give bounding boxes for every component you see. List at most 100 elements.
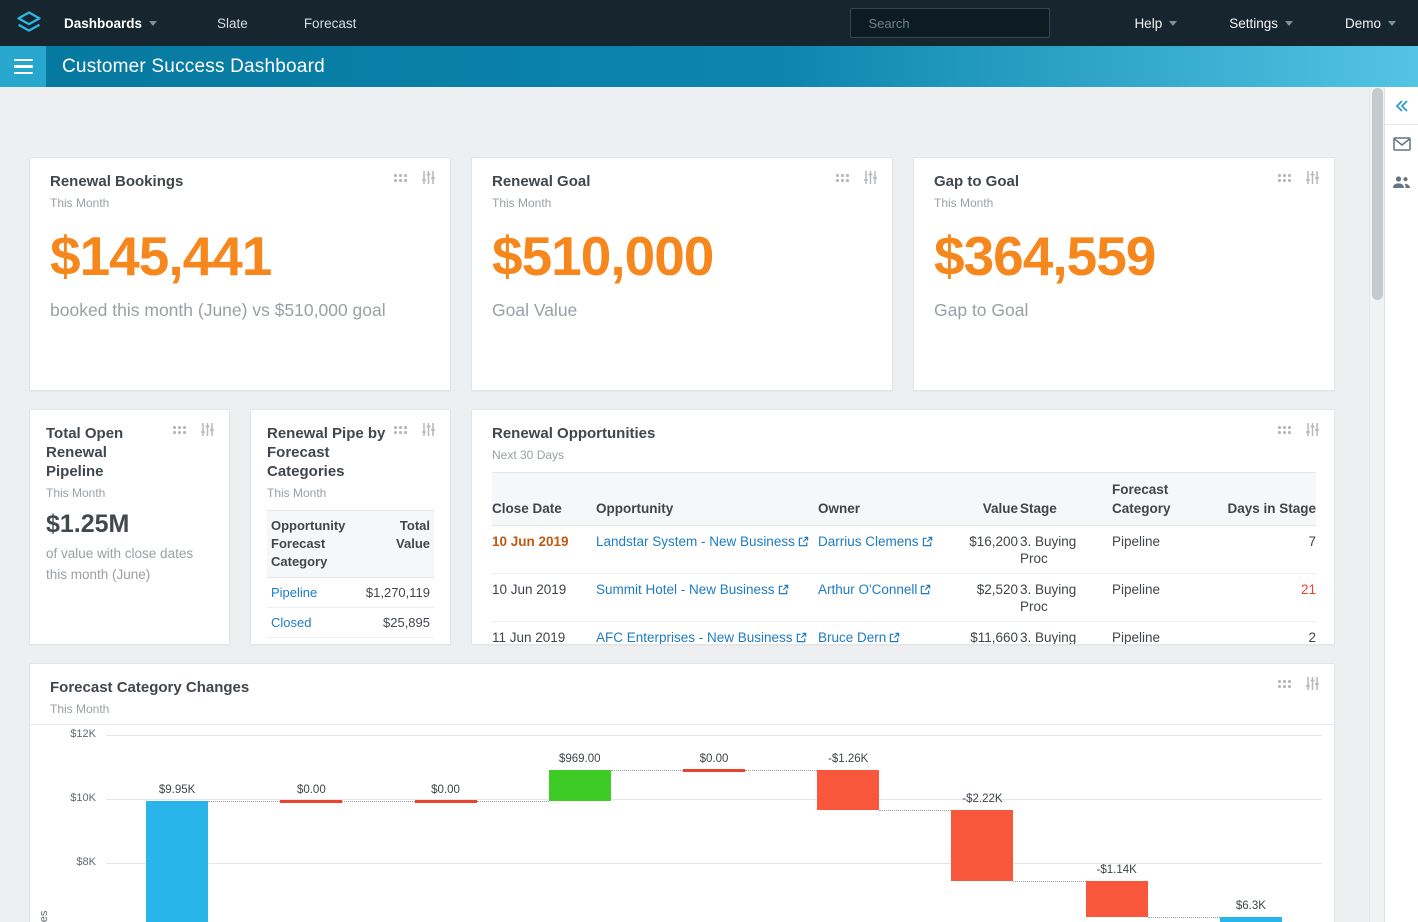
external-link-icon [798,536,809,547]
forecast-category: Pipeline [1112,525,1224,574]
card-renewal-goal: Renewal Goal This Month $510,000 Goal Va… [471,157,893,391]
opportunity-link[interactable]: Landstar System - New Business [596,534,809,549]
connector-line [610,769,683,771]
nav-settings[interactable]: Settings [1229,16,1293,31]
y-tick-label: $12K [70,728,96,740]
chevron-down-icon [149,20,158,26]
drag-handle-icon[interactable] [172,425,186,434]
dashboard-header: Customer Success Dashboard [0,46,1418,87]
y-tick-label: $10K [70,792,96,804]
table-header: Opportunity Forecast Category Total Valu… [267,510,434,578]
nav-forecast[interactable]: Forecast [303,15,357,31]
chart-options-icon[interactable] [421,422,436,437]
nav-help[interactable]: Help [1134,16,1178,31]
owner-link[interactable]: Darrius Clemens [818,534,933,549]
chart-options-icon[interactable] [1305,170,1320,185]
app-logo[interactable] [12,6,46,40]
waterfall-bar[interactable] [146,800,209,922]
envelope-icon [1392,137,1411,151]
card-title: Total Open Renewal Pipeline [46,425,124,480]
zero-change-marker [683,768,745,772]
people-icon [1393,176,1410,188]
column-header: Opportunity [596,472,818,526]
chart-options-icon[interactable] [863,170,878,185]
owner-link[interactable]: Arthur O'Connell [818,582,931,597]
nav-settings-label: Settings [1229,15,1278,31]
waterfall-bar[interactable] [1085,880,1148,918]
card-subtitle: This Month [492,196,552,210]
card-pipe-by-forecast-category: Renewal Pipe by Forecast Categories This… [250,409,451,645]
chart-options-icon[interactable] [1305,422,1320,437]
kpi-value: $364,559 [934,225,1156,287]
menu-toggle-button[interactable] [0,46,46,87]
chart-options-icon[interactable] [1305,676,1320,691]
search-box[interactable] [850,8,1051,38]
nav-dashboards-label: Dashboards [64,15,143,31]
waterfall-bar[interactable] [548,769,611,801]
table-row: Pipeline $1,270,119 [267,578,434,608]
drag-handle-icon[interactable] [835,173,849,182]
card-title: Renewal Pipe by Forecast Categories [267,425,386,480]
days-in-stage: 21 [1224,573,1316,622]
vertical-scrollbar[interactable] [1369,87,1384,922]
category-link[interactable]: Closed [271,615,312,630]
opportunity-value: $16,200 [946,525,1020,574]
waterfall-bar[interactable] [1219,917,1282,922]
drag-handle-icon[interactable] [1277,679,1291,688]
drag-handle-icon[interactable] [1277,425,1291,434]
column-header: Days in Stage [1224,472,1316,526]
column-header: Close Date [492,472,596,526]
owner-link[interactable]: Bruce Dern [818,630,900,644]
external-link-icon [922,536,932,547]
gridline [106,799,1322,800]
stage: 3. Buying Proc [1020,621,1112,644]
nav-slate[interactable]: Slate [217,15,248,31]
waterfall-bar[interactable] [951,809,1014,881]
card-title: Renewal Goal [492,173,591,190]
bar-value-label: -$1.14K [1096,863,1137,876]
connector-line [1013,880,1086,882]
stage: 3. Buying Proc [1020,573,1112,622]
connector-line [342,800,415,802]
external-link-icon [796,632,806,643]
card-subtitle: This Month [934,196,994,210]
kpi-value: $145,441 [50,225,272,287]
card-gap-to-goal: Gap to Goal This Month $364,559 Gap to G… [913,157,1335,391]
chart-options-icon[interactable] [200,422,215,437]
column-header-category: Opportunity Forecast Category [271,518,346,569]
gridline [106,735,1322,736]
opportunity-link[interactable]: Summit Hotel - New Business [596,582,789,597]
drag-handle-icon[interactable] [393,173,407,182]
main-menu: Dashboards Slate Forecast [64,16,412,31]
nav-demo-user[interactable]: Demo [1345,16,1396,31]
y-axis-label: Values [38,887,50,922]
drag-handle-icon[interactable] [1277,173,1291,182]
search-input[interactable] [868,15,1045,31]
opportunity-link[interactable]: AFC Enterprises - New Business [596,630,807,645]
kpi-caption: Gap to Goal [934,300,1029,320]
card-title: Renewal Opportunities [492,425,656,442]
table-row: 10 Jun 2019 Summit Hotel - New Business … [492,573,1316,622]
drag-handle-icon[interactable] [393,425,407,434]
bar-value-label: $969.00 [558,752,601,765]
collapse-panel-button[interactable] [1384,87,1418,125]
email-button[interactable] [1385,125,1418,163]
table-header-row: Close Date Opportunity Owner Value Stage… [492,472,1316,526]
waterfall-bar[interactable] [817,769,880,810]
chart-options-icon[interactable] [421,170,436,185]
card-renewal-bookings: Renewal Bookings This Month $145,441 boo… [29,157,451,391]
nav-dashboards[interactable]: Dashboards [64,15,158,31]
contacts-button[interactable] [1385,163,1418,201]
table-row: Closed $25,895 [267,608,434,638]
bar-value-label: -$1.26K [828,752,869,765]
scrollbar-thumb[interactable] [1372,88,1383,300]
opportunity-name: AFC Enterprises - New Business [596,630,793,645]
days-in-stage: 7 [1224,525,1316,574]
column-header: Value [946,472,1020,526]
category-link[interactable]: Pipeline [271,585,318,600]
opportunity-value: $2,520 [946,573,1020,622]
chevron-down-icon [1388,20,1396,26]
bar-value-label: $0.00 [431,783,460,796]
card-subtitle: This Month [50,702,110,716]
column-header: Owner [818,472,946,526]
